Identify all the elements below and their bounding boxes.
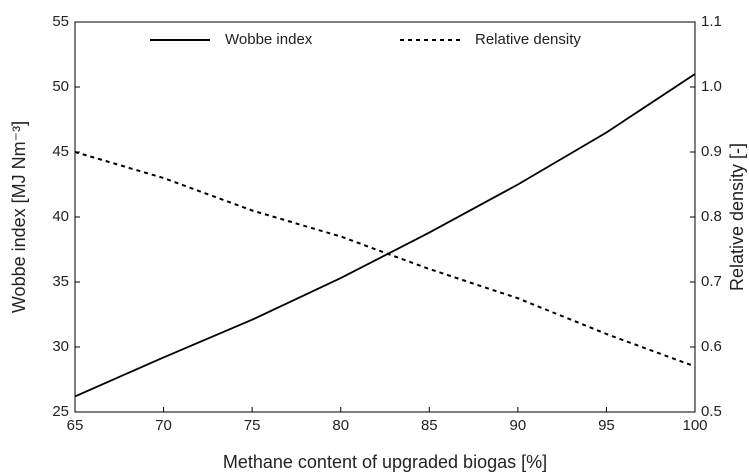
- x-tick-label: 95: [598, 417, 615, 434]
- y-tick-label: 50: [52, 78, 69, 95]
- plot-frame: [74, 21, 696, 413]
- y-tick-label: 55: [52, 13, 69, 30]
- y2-axis-title: Relative density [-]: [727, 143, 747, 291]
- x-tick-label: 65: [67, 417, 84, 434]
- y2-tick-label: 0.6: [701, 338, 722, 355]
- y2-tick-label: 0.5: [701, 403, 722, 420]
- y-tick-label: 35: [52, 273, 69, 290]
- legend-label: Relative density: [475, 31, 581, 48]
- y-tick-label: 40: [52, 208, 69, 225]
- y2-tick-label: 1.0: [701, 78, 722, 95]
- x-tick-label: 80: [332, 417, 349, 434]
- x-tick-label: 85: [421, 417, 438, 434]
- y2-tick-label: 0.9: [701, 143, 722, 160]
- x-tick-label: 90: [510, 417, 527, 434]
- data-line: [74, 151, 696, 368]
- y-tick-label: 25: [52, 403, 69, 420]
- x-tick-label: 100: [682, 417, 707, 434]
- y2-tick-label: 0.8: [701, 208, 722, 225]
- y2-tick-label: 1.1: [701, 13, 722, 30]
- y-tick-label: 45: [52, 143, 69, 160]
- data-line: [74, 73, 696, 398]
- legend-label: Wobbe index: [225, 31, 313, 48]
- x-tick-label: 70: [155, 417, 172, 434]
- y2-tick-label: 0.7: [701, 273, 722, 290]
- y-tick-label: 30: [52, 338, 69, 355]
- x-tick-label: 75: [244, 417, 261, 434]
- y-axis-title: Wobbe index [MJ Nm⁻³]: [9, 121, 29, 313]
- x-axis-title: Methane content of upgraded biogas [%]: [223, 452, 547, 472]
